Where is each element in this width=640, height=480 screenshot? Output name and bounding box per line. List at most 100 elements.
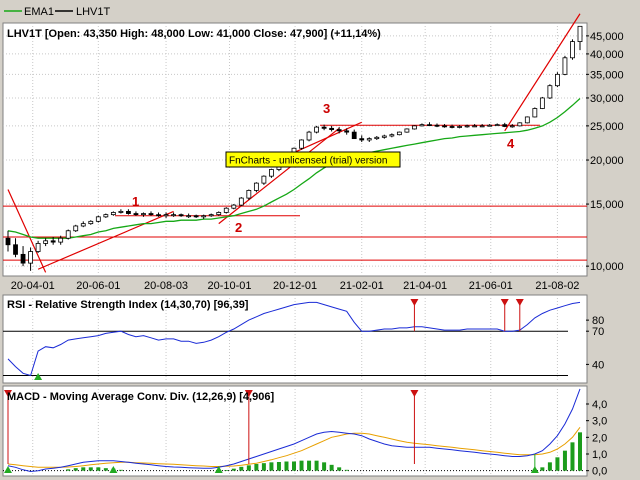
candle-body <box>396 131 402 136</box>
macd-histogram-bar <box>73 468 78 471</box>
candle-body <box>366 138 372 141</box>
candle-body <box>479 125 485 128</box>
candle-body <box>5 237 11 246</box>
candle-body <box>509 125 515 128</box>
macd-histogram-bar <box>246 465 251 471</box>
y-tick-label: 30,000 <box>590 93 624 105</box>
macd-tick-label: 1,0 <box>592 449 607 461</box>
y-tick-label: 40,000 <box>590 49 624 61</box>
macd-tick-label: 2,0 <box>592 432 607 444</box>
candle-body <box>110 212 116 216</box>
candle-body <box>201 215 207 218</box>
candle-body <box>118 210 124 213</box>
macd-histogram-bar <box>261 463 266 471</box>
macd-histogram-bar <box>337 467 342 471</box>
candle-body <box>171 214 176 217</box>
macd-histogram-bar <box>329 464 334 471</box>
buy-signal-arrow <box>214 466 223 473</box>
annotation-2: 2 <box>235 220 242 235</box>
candle-body <box>88 220 94 225</box>
candle-body <box>570 41 575 59</box>
trendline <box>7 189 47 273</box>
macd-histogram-bar <box>555 457 560 471</box>
watermark-text: FnCharts - unlicensed (trial) version <box>229 156 387 167</box>
candle-body <box>577 25 583 42</box>
candle-body <box>95 216 101 222</box>
candle-body <box>412 125 417 130</box>
rsi-tick-label: 80 <box>592 315 604 327</box>
candle-body <box>208 214 214 217</box>
candle-body <box>246 190 252 199</box>
candle-body <box>103 214 109 218</box>
price-title: LHV1T [Open: 43,350 High: 48,000 Low: 41… <box>7 28 381 40</box>
candle-body <box>133 213 139 216</box>
macd-histogram-bar <box>578 432 582 471</box>
candle-body <box>517 122 523 127</box>
rsi-plot <box>3 299 581 380</box>
candle-body <box>404 128 410 133</box>
x-tick-label: 21-04-01 <box>403 280 447 292</box>
y-tick-label: 10,000 <box>590 261 624 273</box>
candle-body <box>35 243 41 252</box>
x-tick-label: 21-02-01 <box>340 280 384 292</box>
macd-histogram-bar <box>66 469 71 471</box>
legend-ema-label: EMA1 <box>24 6 54 18</box>
candle-body <box>156 214 161 217</box>
macd-histogram-bar <box>224 470 229 471</box>
candle-body <box>20 253 26 264</box>
annotation-4: 4 <box>507 136 515 151</box>
candle-body <box>494 124 500 127</box>
macd-histogram-bar <box>118 469 123 471</box>
x-tick-label: 20-04-01 <box>11 280 55 292</box>
y-tick-label: 20,000 <box>590 155 624 167</box>
macd-tick-label: 0,0 <box>592 466 607 478</box>
rsi-line <box>7 301 581 377</box>
macd-histogram-bar <box>88 467 93 471</box>
candle-body <box>306 131 312 141</box>
annotation-3: 3 <box>323 101 330 116</box>
candle-body <box>269 169 274 177</box>
macd-title: MACD - Moving Average Conv. Div. (12,26,… <box>7 391 274 403</box>
candle-body <box>43 240 49 244</box>
macd-histogram-bar <box>540 467 545 471</box>
x-tick-label: 20-08-03 <box>144 280 188 292</box>
macd-histogram-bar <box>299 460 304 471</box>
candle-body <box>487 124 493 127</box>
candle-body <box>502 124 508 127</box>
candle-body <box>163 214 169 217</box>
macd-histogram-bar <box>231 468 236 471</box>
candle-body <box>178 214 184 217</box>
candle-body <box>336 129 342 132</box>
candle-body <box>314 126 319 133</box>
candle-body <box>419 124 425 127</box>
candle-body <box>524 116 530 124</box>
y-tick-label: 35,000 <box>590 69 624 81</box>
candle-body <box>457 126 462 128</box>
macd-histogram-bar <box>344 469 349 471</box>
annotation-1: 1 <box>132 194 139 209</box>
macd-histogram-bar <box>81 467 86 471</box>
rsi-title: RSI - Relative Strength Index (14,30,70)… <box>7 299 249 311</box>
candle-body <box>547 85 553 99</box>
x-tick-label: 21-08-02 <box>535 280 579 292</box>
macd-histogram-bar <box>570 442 575 471</box>
candle-body <box>253 182 259 191</box>
candle-body <box>261 175 267 184</box>
candle-body <box>344 130 350 133</box>
trial-watermark: FnCharts - unlicensed (trial) version <box>225 151 401 168</box>
candle-body <box>238 197 244 206</box>
macd-line <box>7 388 581 473</box>
macd-plot <box>3 388 584 473</box>
candle-body <box>223 207 229 213</box>
macd-histogram-bar <box>276 462 281 471</box>
x-tick-label: 20-12-01 <box>273 280 317 292</box>
candle-body <box>193 215 199 218</box>
sell-signal-arrow <box>410 299 419 306</box>
macd-histogram-bar <box>103 468 108 471</box>
candle-body <box>80 223 86 227</box>
trendline <box>504 13 581 132</box>
candle-body <box>389 134 395 137</box>
candle-body <box>472 125 478 128</box>
y-tick-label: 15,000 <box>590 199 624 211</box>
